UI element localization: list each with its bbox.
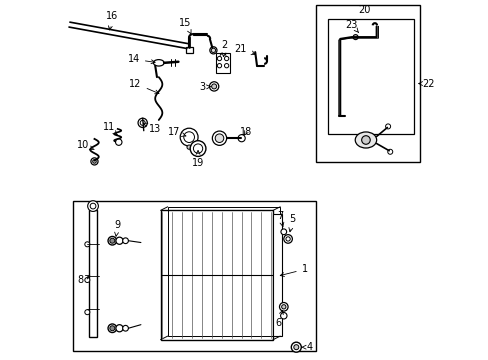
Bar [167, 207, 280, 336]
Circle shape [180, 128, 198, 146]
Text: 20: 20 [357, 5, 369, 15]
Circle shape [280, 312, 286, 319]
Bar [160, 210, 272, 340]
Circle shape [361, 136, 369, 144]
Text: 23: 23 [345, 19, 358, 32]
Text: 6: 6 [275, 310, 283, 328]
Text: 7: 7 [277, 211, 283, 226]
Text: 8: 8 [78, 275, 90, 285]
Circle shape [293, 345, 298, 350]
Bar [73, 202, 315, 351]
Text: 19: 19 [192, 150, 204, 168]
Circle shape [87, 201, 98, 211]
Circle shape [283, 235, 292, 243]
Circle shape [84, 278, 90, 283]
Text: 16: 16 [106, 12, 118, 30]
Circle shape [84, 242, 90, 247]
Circle shape [186, 145, 191, 149]
Bar [272, 214, 282, 336]
Bar [216, 53, 230, 73]
Circle shape [215, 134, 224, 143]
Circle shape [84, 310, 90, 315]
Circle shape [212, 131, 226, 145]
Circle shape [110, 238, 115, 243]
Circle shape [291, 342, 301, 352]
Circle shape [93, 159, 96, 163]
Text: 11: 11 [102, 122, 117, 135]
Circle shape [211, 84, 216, 89]
Text: 12: 12 [129, 78, 159, 94]
Circle shape [209, 82, 218, 91]
Circle shape [211, 48, 215, 53]
Circle shape [122, 238, 128, 244]
Text: 17: 17 [167, 127, 185, 137]
Text: 1: 1 [280, 264, 307, 276]
Text: 15: 15 [179, 18, 191, 34]
Bar [315, 5, 419, 162]
Circle shape [91, 158, 98, 165]
Circle shape [385, 124, 390, 129]
Circle shape [108, 324, 116, 333]
Bar [185, 47, 192, 53]
Circle shape [281, 305, 285, 309]
Text: 14: 14 [127, 54, 155, 64]
Text: 5: 5 [288, 214, 295, 232]
Circle shape [116, 325, 123, 332]
Circle shape [115, 139, 122, 145]
Bar [328, 19, 413, 134]
Bar [89, 210, 97, 337]
Circle shape [279, 302, 287, 311]
Text: 2: 2 [221, 40, 227, 57]
Circle shape [387, 149, 392, 154]
Text: 4: 4 [301, 342, 312, 352]
Circle shape [108, 237, 116, 245]
Text: 10: 10 [77, 140, 94, 150]
Text: 3: 3 [199, 82, 211, 92]
Circle shape [116, 237, 123, 244]
Text: 13: 13 [143, 123, 161, 134]
Circle shape [138, 118, 147, 127]
Circle shape [281, 229, 286, 235]
Text: 21: 21 [234, 44, 255, 55]
Circle shape [122, 325, 128, 331]
Circle shape [352, 35, 357, 40]
Ellipse shape [354, 132, 376, 148]
Text: 18: 18 [240, 127, 252, 137]
Circle shape [238, 135, 244, 142]
Circle shape [190, 141, 205, 157]
Ellipse shape [153, 60, 164, 66]
Circle shape [110, 326, 115, 331]
Text: 22: 22 [418, 78, 434, 89]
Text: 9: 9 [114, 220, 121, 236]
